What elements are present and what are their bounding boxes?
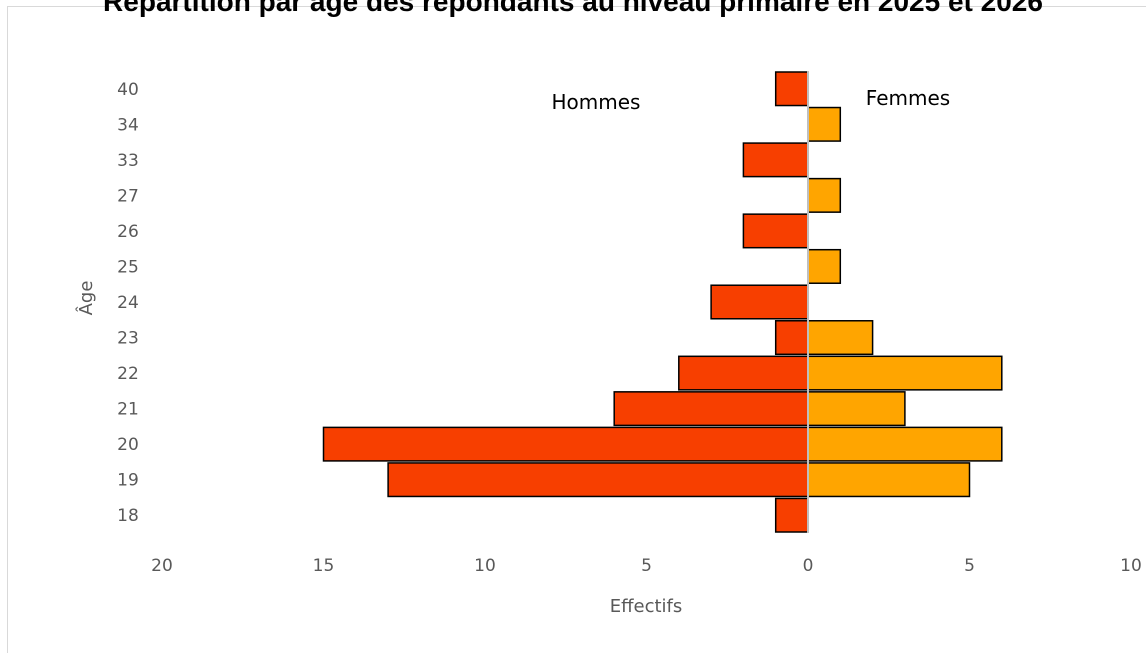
- bar-hommes-age-19: [387, 462, 809, 498]
- y-tick-label: 26: [117, 222, 139, 242]
- bar-femmes-age-25: [807, 248, 842, 284]
- chart-title: Répartition par âge des répondants au ni…: [103, 0, 1043, 17]
- bar-hommes-age-21: [613, 391, 809, 427]
- x-tick-label: 5: [964, 556, 975, 576]
- y-tick-label: 24: [117, 293, 139, 313]
- y-tick-label: 18: [117, 506, 139, 526]
- y-tick-label: 21: [117, 400, 139, 420]
- y-tick-labels: 18 19 20 21 22 23 24 25 26 27 33 34 40: [117, 80, 139, 526]
- bar-femmes-age-19: [807, 462, 971, 498]
- series-label-hommes: Hommes: [552, 90, 641, 114]
- series-label-femmes: Femmes: [866, 86, 950, 110]
- bar-hommes-age-22: [678, 355, 809, 391]
- bar-hommes-age-20: [322, 426, 809, 462]
- chart-area: [7, 6, 1146, 653]
- y-tick-label: 19: [117, 471, 139, 491]
- y-tick-label: 34: [117, 115, 139, 135]
- bar-femmes-age-23: [807, 320, 874, 356]
- y-tick-label: 25: [117, 257, 139, 277]
- y-axis-title: Âge: [75, 281, 97, 316]
- bar-hommes-age-23: [774, 320, 809, 356]
- x-tick-label: 10: [1120, 556, 1142, 576]
- y-tick-label: 23: [117, 329, 139, 349]
- x-tick-label: 20: [151, 556, 173, 576]
- bar-femmes-age-20: [807, 426, 1003, 462]
- bar-hommes-age-24: [710, 284, 809, 320]
- bar-femmes-age-21: [807, 391, 906, 427]
- x-tick-label: 10: [474, 556, 496, 576]
- bars-group: [322, 71, 1003, 533]
- y-tick-label: 33: [117, 151, 139, 171]
- y-tick-label: 22: [117, 364, 139, 384]
- y-tick-label: 27: [117, 186, 139, 206]
- x-tick-label: 5: [641, 556, 652, 576]
- x-tick-labels: 20 15 10 5 0 5 10: [151, 556, 1142, 576]
- x-tick-label: 15: [313, 556, 335, 576]
- bar-femmes-age-27: [807, 177, 842, 213]
- bar-femmes-age-22: [807, 355, 1003, 391]
- x-tick-label: 0: [803, 556, 814, 576]
- bar-hommes-age-33: [742, 142, 809, 178]
- y-tick-label: 40: [117, 80, 139, 100]
- y-tick-label: 20: [117, 435, 139, 455]
- bar-femmes-age-34: [807, 106, 842, 142]
- bar-hommes-age-40: [774, 71, 809, 107]
- bar-hommes-age-18: [774, 497, 809, 533]
- bar-hommes-age-26: [742, 213, 809, 249]
- x-axis-title: Effectifs: [610, 596, 683, 617]
